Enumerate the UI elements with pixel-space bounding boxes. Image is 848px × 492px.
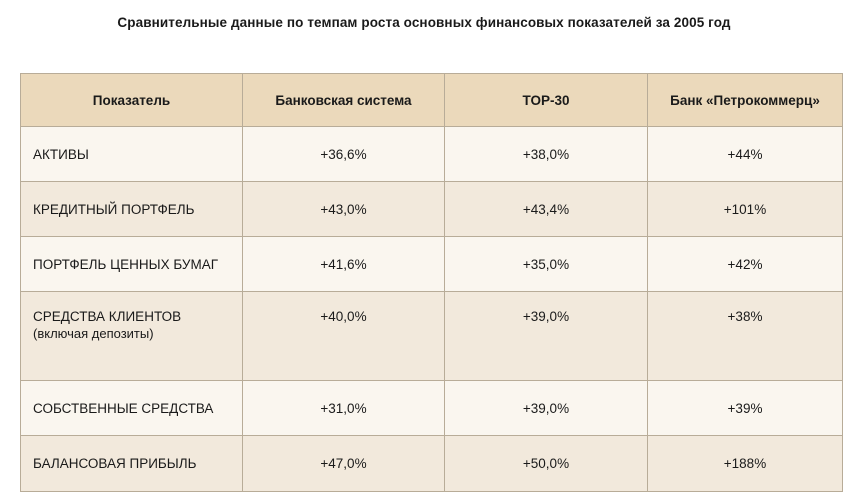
cell-petrocommerce: +42% xyxy=(647,236,843,292)
cell-banking-system: +31,0% xyxy=(242,380,445,436)
cell-top-30: +39,0% xyxy=(444,380,648,436)
table-row: БАЛАНСОВАЯ ПРИБЫЛЬ +47,0% +50,0% +188% xyxy=(20,435,843,492)
row-label: ПОРТФЕЛЬ ЦЕННЫХ БУМАГ xyxy=(20,236,243,292)
table-row: СОБСТВЕННЫЕ СРЕДСТВА +31,0% +39,0% +39% xyxy=(20,380,843,436)
row-label: БАЛАНСОВАЯ ПРИБЫЛЬ xyxy=(20,435,243,492)
table-row: СРЕДСТВА КЛИЕНТОВ (включая депозиты) +40… xyxy=(20,291,843,381)
cell-top-30: +38,0% xyxy=(444,126,648,182)
cell-top-30: +43,4% xyxy=(444,181,648,237)
cell-petrocommerce: +188% xyxy=(647,435,843,492)
cell-banking-system: +41,6% xyxy=(242,236,445,292)
row-label: СОБСТВЕННЫЕ СРЕДСТВА xyxy=(20,380,243,436)
table-row: ПОРТФЕЛЬ ЦЕННЫХ БУМАГ +41,6% +35,0% +42% xyxy=(20,236,843,292)
row-label: КРЕДИТНЫЙ ПОРТФЕЛЬ xyxy=(20,181,243,237)
cell-petrocommerce: +44% xyxy=(647,126,843,182)
cell-top-30: +50,0% xyxy=(444,435,648,492)
cell-banking-system: +40,0% xyxy=(242,291,445,381)
cell-banking-system: +43,0% xyxy=(242,181,445,237)
cell-top-30: +35,0% xyxy=(444,236,648,292)
table-row: АКТИВЫ +36,6% +38,0% +44% xyxy=(20,126,843,182)
page-title: Сравнительные данные по темпам роста осн… xyxy=(117,15,731,30)
cell-banking-system: +47,0% xyxy=(242,435,445,492)
header-petrocommerce: Банк «Петрокоммерц» xyxy=(647,73,843,127)
header-banking-system: Банковская система xyxy=(242,73,445,127)
table-row: КРЕДИТНЫЙ ПОРТФЕЛЬ +43,0% +43,4% +101% xyxy=(20,181,843,237)
cell-petrocommerce: +101% xyxy=(647,181,843,237)
row-label: СРЕДСТВА КЛИЕНТОВ xyxy=(33,309,182,324)
row-label-cell: СРЕДСТВА КЛИЕНТОВ (включая депозиты) xyxy=(20,291,243,381)
cell-petrocommerce: +38% xyxy=(647,291,843,381)
header-indicator: Показатель xyxy=(20,73,243,127)
header-top-30: ТОР-30 xyxy=(444,73,648,127)
cell-top-30: +39,0% xyxy=(444,291,648,381)
row-label: АКТИВЫ xyxy=(20,126,243,182)
cell-banking-system: +36,6% xyxy=(242,126,445,182)
table-header-row: Показатель Банковская система ТОР-30 Бан… xyxy=(20,73,843,127)
cell-petrocommerce: +39% xyxy=(647,380,843,436)
growth-comparison-table: Показатель Банковская система ТОР-30 Бан… xyxy=(20,73,843,492)
row-sublabel: (включая депозиты) xyxy=(33,326,154,341)
